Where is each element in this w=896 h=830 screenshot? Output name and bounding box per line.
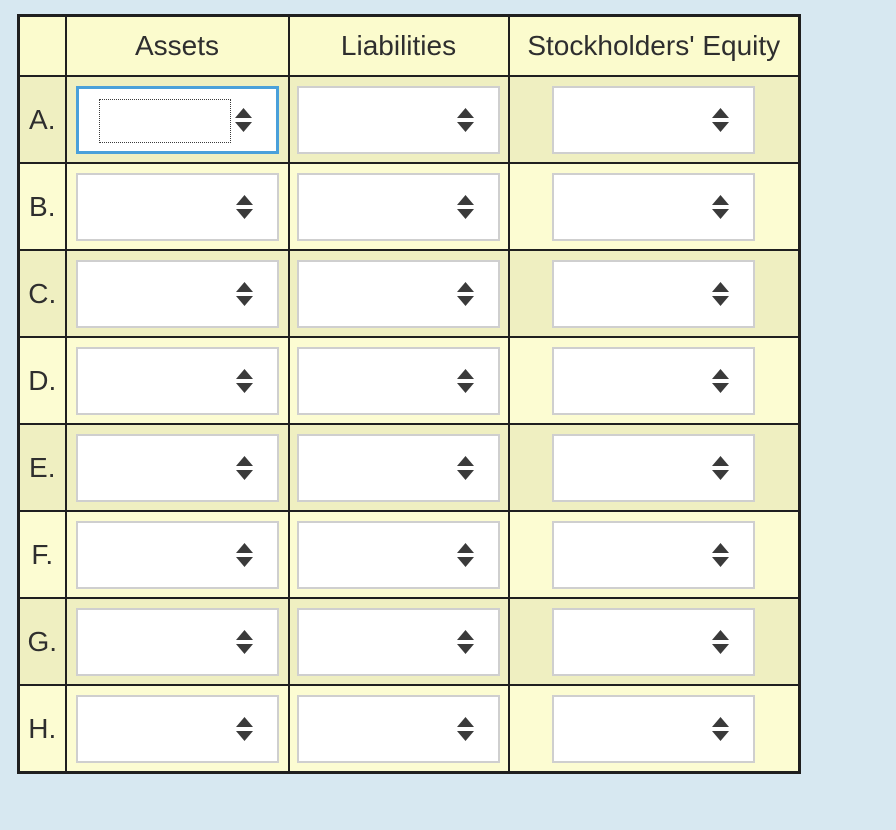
column-header-stockholders-equity: Stockholders' Equity: [507, 14, 801, 77]
select-h-liabilities[interactable]: [297, 694, 500, 763]
row-label-b: B.: [17, 162, 67, 251]
updown-arrow-icon: [457, 542, 474, 567]
updown-arrow-icon: [235, 194, 253, 219]
updown-arrow-icon: [457, 629, 474, 654]
select-g-stockholders-equity[interactable]: [552, 607, 756, 676]
table-row-f: F.: [17, 510, 801, 599]
updown-arrow-icon: [457, 281, 474, 306]
updown-arrow-icon: [457, 368, 474, 393]
table-row-e: E.: [17, 423, 801, 512]
updown-arrow-icon: [235, 368, 253, 393]
select-c-stockholders-equity[interactable]: [552, 259, 756, 328]
select-d-liabilities[interactable]: [297, 346, 500, 415]
focus-outline: [98, 98, 231, 143]
updown-arrow-icon: [712, 194, 730, 219]
updown-arrow-icon: [712, 716, 730, 741]
table-row-b: B.: [17, 162, 801, 251]
row-label-f: F.: [17, 510, 67, 599]
row-label-g: G.: [17, 597, 67, 686]
select-a-stockholders-equity[interactable]: [552, 85, 756, 154]
select-a-assets[interactable]: [75, 85, 279, 154]
row-label-a: A.: [17, 75, 67, 164]
select-e-assets[interactable]: [75, 433, 279, 502]
select-g-liabilities[interactable]: [297, 607, 500, 676]
updown-arrow-icon: [712, 281, 730, 306]
select-e-liabilities[interactable]: [297, 433, 500, 502]
updown-arrow-icon: [234, 107, 252, 132]
select-c-assets[interactable]: [75, 259, 279, 328]
updown-arrow-icon: [235, 629, 253, 654]
table-row-a: A.: [17, 75, 801, 164]
row-label-d: D.: [17, 336, 67, 425]
updown-arrow-icon: [712, 107, 730, 132]
select-b-liabilities[interactable]: [297, 172, 500, 241]
updown-arrow-icon: [457, 194, 474, 219]
select-d-stockholders-equity[interactable]: [552, 346, 756, 415]
select-c-liabilities[interactable]: [297, 259, 500, 328]
select-a-liabilities[interactable]: [297, 85, 500, 154]
select-b-stockholders-equity[interactable]: [552, 172, 756, 241]
updown-arrow-icon: [235, 281, 253, 306]
corner-header-cell: [17, 14, 67, 77]
select-f-assets[interactable]: [75, 520, 279, 589]
updown-arrow-icon: [235, 716, 253, 741]
updown-arrow-icon: [712, 455, 730, 480]
classification-answer-table: Assets Liabilities Stockholders' Equity …: [17, 14, 801, 774]
updown-arrow-icon: [712, 542, 730, 567]
row-label-h: H.: [17, 684, 67, 774]
updown-arrow-icon: [457, 455, 474, 480]
updown-arrow-icon: [712, 368, 730, 393]
column-header-liabilities: Liabilities: [287, 14, 510, 77]
updown-arrow-icon: [235, 455, 253, 480]
select-d-assets[interactable]: [75, 346, 279, 415]
select-b-assets[interactable]: [75, 172, 279, 241]
select-h-assets[interactable]: [75, 694, 279, 763]
updown-arrow-icon: [712, 629, 730, 654]
updown-arrow-icon: [457, 716, 474, 741]
updown-arrow-icon: [457, 107, 474, 132]
row-label-c: C.: [17, 249, 67, 338]
row-label-e: E.: [17, 423, 67, 512]
updown-arrow-icon: [235, 542, 253, 567]
header-row: Assets Liabilities Stockholders' Equity: [17, 14, 801, 77]
table-row-h: H.: [17, 684, 801, 774]
select-g-assets[interactable]: [75, 607, 279, 676]
select-e-stockholders-equity[interactable]: [552, 433, 756, 502]
table-row-c: C.: [17, 249, 801, 338]
column-header-assets: Assets: [64, 14, 290, 77]
select-h-stockholders-equity[interactable]: [552, 694, 756, 763]
select-f-stockholders-equity[interactable]: [552, 520, 756, 589]
table-row-d: D.: [17, 336, 801, 425]
select-f-liabilities[interactable]: [297, 520, 500, 589]
table-row-g: G.: [17, 597, 801, 686]
